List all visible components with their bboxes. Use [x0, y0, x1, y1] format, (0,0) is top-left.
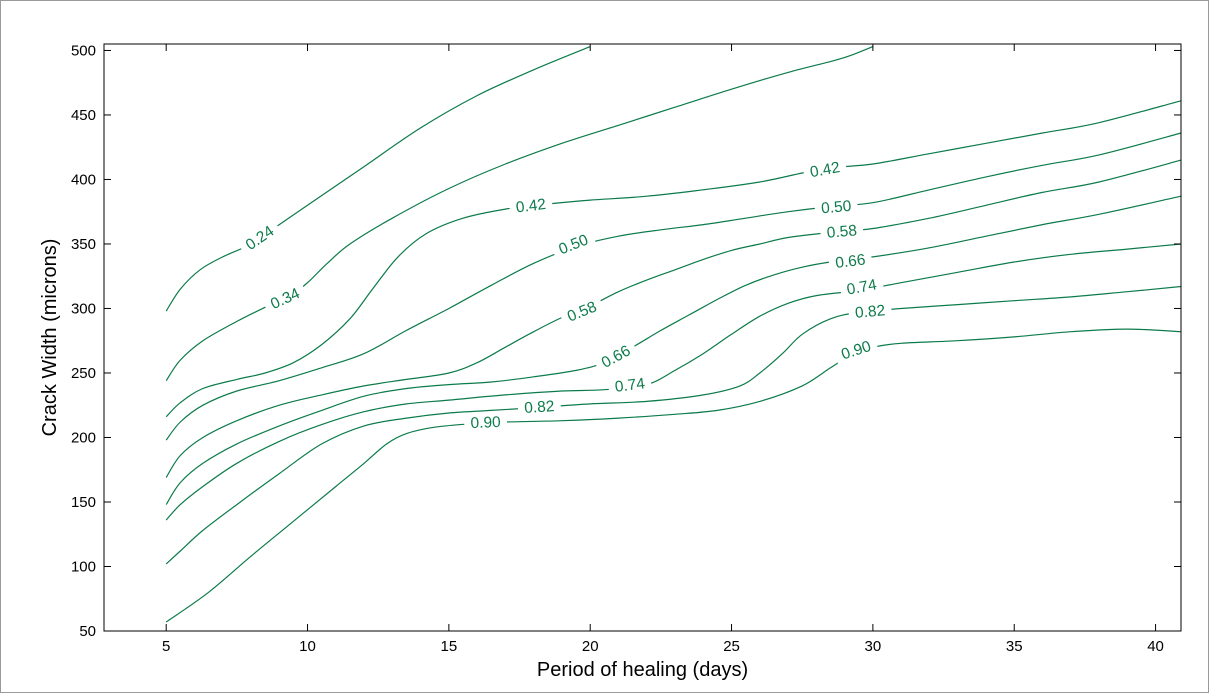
contour-label-background	[607, 372, 653, 398]
y-tick-label: 250	[71, 365, 96, 382]
contour-label-background	[838, 272, 885, 301]
x-tick-label: 15	[441, 638, 458, 655]
contour-label-background	[827, 248, 873, 274]
contour-label-background	[813, 194, 859, 219]
contour-line-0.90	[165, 328, 1182, 623]
contour-lines: 0.240.340.420.420.500.500.580.580.660.66…	[165, 46, 1182, 623]
contour-label-0.42: 0.42	[515, 196, 547, 217]
y-tick-label: 350	[71, 236, 96, 253]
y-tick-label: 200	[71, 429, 96, 446]
contour-line-0.50	[165, 132, 1182, 441]
contour-line-0.58	[165, 159, 1182, 478]
contour-label-0.74: 0.74	[845, 276, 878, 298]
y-axis-title: Crack Width (microns)	[39, 239, 61, 437]
contour-label-0.66: 0.66	[834, 251, 866, 272]
contour-label-background	[517, 395, 562, 418]
y-axis: 50 100 150 200 250 300 350 400 450 500	[71, 42, 1181, 640]
contour-label-background	[832, 333, 880, 366]
contour-line-0.74	[165, 243, 1182, 521]
plot-area	[103, 43, 1182, 632]
contour-label-0.82: 0.82	[854, 302, 886, 322]
x-axis: 5 10 15 20 25 30 35 40	[162, 44, 1164, 655]
x-tick-label: 20	[582, 638, 599, 655]
contour-label-background	[801, 155, 848, 183]
contour-label-0.58: 0.58	[826, 222, 858, 242]
y-tick-label: 400	[71, 171, 96, 188]
x-tick-label: 25	[723, 638, 740, 655]
x-tick-label: 10	[299, 638, 316, 655]
contour-line-0.82	[165, 285, 1182, 565]
x-tick-label: 5	[162, 638, 170, 655]
x-axis-title: Period of healing (days)	[537, 659, 748, 681]
contour-line-0.34	[165, 46, 874, 382]
y-tick-label: 300	[71, 300, 96, 317]
contour-label-background	[261, 280, 309, 317]
contour-label-0.90: 0.90	[470, 414, 501, 432]
y-tick-label: 50	[79, 623, 96, 640]
contour-label-background	[236, 217, 283, 258]
contour-label-background	[463, 411, 508, 433]
contour-label-0.74: 0.74	[614, 375, 646, 396]
contour-label-background	[558, 293, 606, 329]
contour-label-0.42: 0.42	[809, 159, 842, 181]
y-tick-label: 450	[71, 107, 96, 124]
contour-label-background	[508, 192, 554, 218]
contour-line-0.66	[165, 195, 1182, 505]
x-tick-label: 40	[1147, 638, 1164, 655]
contour-label-background	[592, 337, 640, 376]
contour-line-0.24	[165, 46, 591, 312]
x-tick-label: 35	[1006, 638, 1023, 655]
contour-label-background	[549, 226, 597, 262]
y-tick-label: 100	[71, 558, 96, 575]
contour-label-background	[847, 299, 893, 323]
y-tick-label: 500	[71, 42, 96, 59]
y-tick-label: 150	[71, 494, 96, 511]
contour-label-0.50: 0.50	[820, 198, 852, 218]
contour-label-background	[819, 219, 865, 243]
x-tick-label: 30	[865, 638, 882, 655]
contour-label-0.82: 0.82	[524, 398, 555, 417]
